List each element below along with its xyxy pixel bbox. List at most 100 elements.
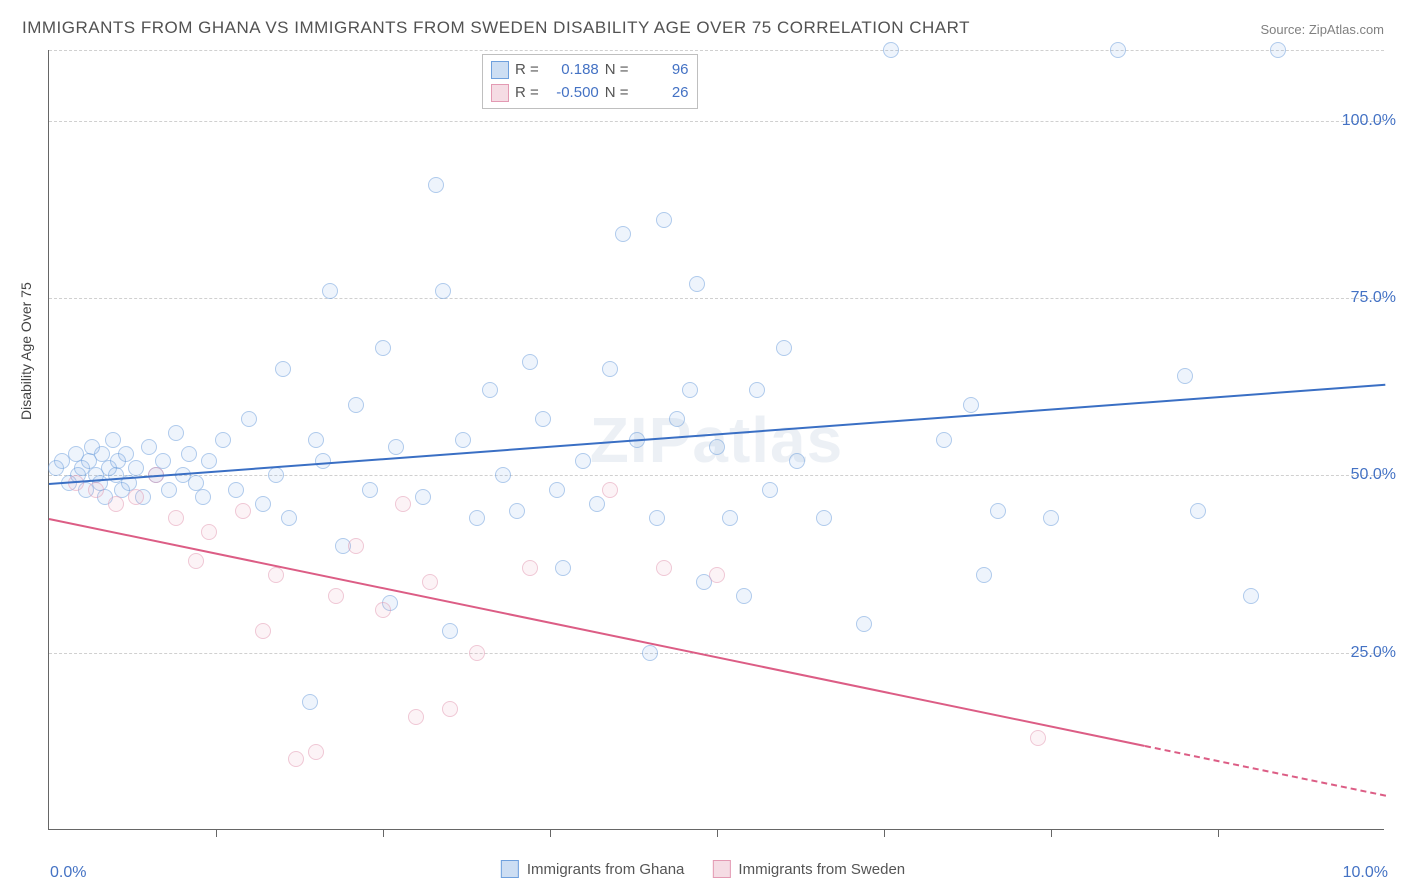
- data-point: [228, 482, 244, 498]
- data-point: [308, 432, 324, 448]
- y-tick-label: 100.0%: [1342, 112, 1396, 130]
- data-point: [509, 503, 525, 519]
- data-point: [118, 446, 134, 462]
- R-label: R =: [515, 59, 539, 82]
- data-point: [108, 496, 124, 512]
- data-point: [241, 411, 257, 427]
- ghana-R: 0.188: [545, 59, 599, 82]
- gridline: [49, 653, 1384, 654]
- chart-title: IMMIGRANTS FROM GHANA VS IMMIGRANTS FROM…: [22, 18, 970, 38]
- data-point: [976, 567, 992, 583]
- data-point: [990, 503, 1006, 519]
- data-point: [1043, 510, 1059, 526]
- x-tick-max: 10.0%: [1343, 864, 1388, 882]
- data-point: [201, 453, 217, 469]
- scatter-plot: ZIPatlas: [48, 50, 1384, 830]
- swatch-ghana: [491, 61, 509, 79]
- y-tick-label: 75.0%: [1351, 289, 1396, 307]
- trend-line: [49, 383, 1385, 484]
- gridline: [49, 121, 1384, 122]
- data-point: [455, 432, 471, 448]
- data-point: [422, 574, 438, 590]
- data-point: [669, 411, 685, 427]
- data-point: [215, 432, 231, 448]
- data-point: [615, 226, 631, 242]
- data-point: [709, 567, 725, 583]
- data-point: [428, 177, 444, 193]
- data-point: [762, 482, 778, 498]
- x-tick: [383, 829, 384, 837]
- data-point: [549, 482, 565, 498]
- data-point: [302, 694, 318, 710]
- data-point: [656, 212, 672, 228]
- data-point: [328, 588, 344, 604]
- sweden-R: -0.500: [545, 82, 599, 105]
- R-label: R =: [515, 82, 539, 105]
- data-point: [188, 553, 204, 569]
- legend-item-ghana: Immigrants from Ghana: [501, 860, 685, 878]
- data-point: [482, 382, 498, 398]
- data-point: [602, 482, 618, 498]
- data-point: [281, 510, 297, 526]
- x-tick: [717, 829, 718, 837]
- x-tick: [1218, 829, 1219, 837]
- swatch-ghana: [501, 860, 519, 878]
- data-point: [88, 482, 104, 498]
- data-point: [105, 432, 121, 448]
- x-tick: [884, 829, 885, 837]
- data-point: [268, 567, 284, 583]
- data-point: [388, 439, 404, 455]
- N-label: N =: [605, 82, 629, 105]
- data-point: [348, 397, 364, 413]
- legend-label-sweden: Immigrants from Sweden: [738, 861, 905, 878]
- x-tick: [1051, 829, 1052, 837]
- trend-line: [1144, 745, 1385, 797]
- data-point: [348, 538, 364, 554]
- data-point: [722, 510, 738, 526]
- data-point: [161, 482, 177, 498]
- data-point: [642, 645, 658, 661]
- data-point: [308, 744, 324, 760]
- y-axis-label: Disability Age Over 75: [18, 282, 34, 420]
- data-point: [442, 623, 458, 639]
- data-point: [288, 751, 304, 767]
- data-point: [602, 361, 618, 377]
- stats-row-ghana: R = 0.188 N = 96: [491, 59, 689, 82]
- data-point: [776, 340, 792, 356]
- data-point: [936, 432, 952, 448]
- data-point: [1190, 503, 1206, 519]
- data-point: [883, 42, 899, 58]
- data-point: [856, 616, 872, 632]
- data-point: [275, 361, 291, 377]
- data-point: [408, 709, 424, 725]
- data-point: [469, 645, 485, 661]
- data-point: [522, 560, 538, 576]
- x-tick: [550, 829, 551, 837]
- series-legend: Immigrants from Ghana Immigrants from Sw…: [501, 860, 905, 878]
- data-point: [375, 602, 391, 618]
- data-point: [375, 340, 391, 356]
- data-point: [789, 453, 805, 469]
- data-point: [168, 425, 184, 441]
- data-point: [442, 701, 458, 717]
- data-point: [128, 460, 144, 476]
- gridline: [49, 298, 1384, 299]
- data-point: [575, 453, 591, 469]
- data-point: [395, 496, 411, 512]
- gridline: [49, 475, 1384, 476]
- data-point: [1270, 42, 1286, 58]
- stats-row-sweden: R = -0.500 N = 26: [491, 82, 689, 105]
- data-point: [128, 489, 144, 505]
- data-point: [1110, 42, 1126, 58]
- data-point: [689, 276, 705, 292]
- data-point: [736, 588, 752, 604]
- y-tick-label: 50.0%: [1351, 466, 1396, 484]
- data-point: [495, 467, 511, 483]
- data-point: [255, 623, 271, 639]
- data-point: [141, 439, 157, 455]
- data-point: [656, 560, 672, 576]
- data-point: [469, 510, 485, 526]
- data-point: [322, 283, 338, 299]
- N-label: N =: [605, 59, 629, 82]
- data-point: [268, 467, 284, 483]
